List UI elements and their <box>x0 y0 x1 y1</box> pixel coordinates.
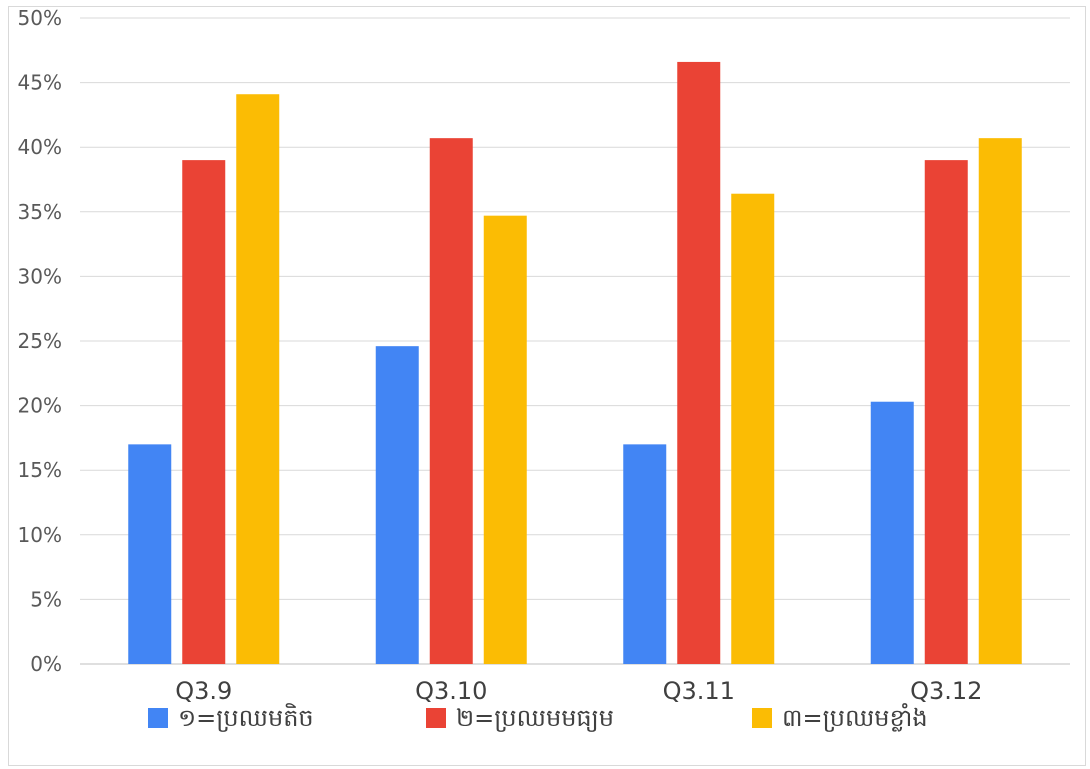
legend: ១=ប្រឈមតិច ២=ប្រឈមមធ្យម ៣=ប្រឈមខ្លាំង <box>148 703 928 732</box>
y-tick-label: 30% <box>18 264 62 288</box>
x-axis: Q3.9 Q3.10 Q3.11 Q3.12 <box>175 677 982 705</box>
y-tick-label: 10% <box>18 523 62 547</box>
y-tick-label: 50% <box>18 6 62 30</box>
bar <box>182 160 226 664</box>
gridlines <box>80 17 1070 665</box>
legend-swatch <box>752 708 772 728</box>
bar <box>429 138 473 664</box>
y-tick-label: 45% <box>18 71 62 95</box>
legend-label: ២=ប្រឈមមធ្យម <box>456 704 614 732</box>
x-category-label: Q3.11 <box>663 677 735 705</box>
bar <box>375 346 419 664</box>
x-category-label: Q3.9 <box>175 677 232 705</box>
y-tick-label: 40% <box>18 135 62 159</box>
bar <box>128 444 172 664</box>
y-tick-label: 25% <box>18 329 62 353</box>
y-tick-label: 20% <box>18 394 62 418</box>
bar <box>731 193 775 664</box>
y-tick-label: 35% <box>18 200 62 224</box>
x-category-label: Q3.12 <box>910 677 982 705</box>
y-tick-label: 5% <box>30 587 62 611</box>
bar <box>483 215 527 664</box>
bar <box>978 138 1022 664</box>
x-category-label: Q3.10 <box>415 677 487 705</box>
y-tick-label: 0% <box>30 652 62 676</box>
bar <box>677 61 721 665</box>
bar <box>623 444 667 664</box>
bars <box>128 61 1022 665</box>
bar <box>236 94 280 664</box>
y-axis: 0% 5% 10% 15% 20% 25% 30% 35% 40% 45% 50% <box>18 6 62 676</box>
legend-label: ១=ប្រឈមតិច <box>178 703 314 732</box>
legend-swatch <box>148 708 168 728</box>
bar <box>870 401 914 664</box>
legend-swatch <box>426 708 446 728</box>
bar <box>924 160 968 664</box>
y-tick-label: 15% <box>18 458 62 482</box>
legend-label: ៣=ប្រឈមខ្លាំង <box>782 703 928 732</box>
